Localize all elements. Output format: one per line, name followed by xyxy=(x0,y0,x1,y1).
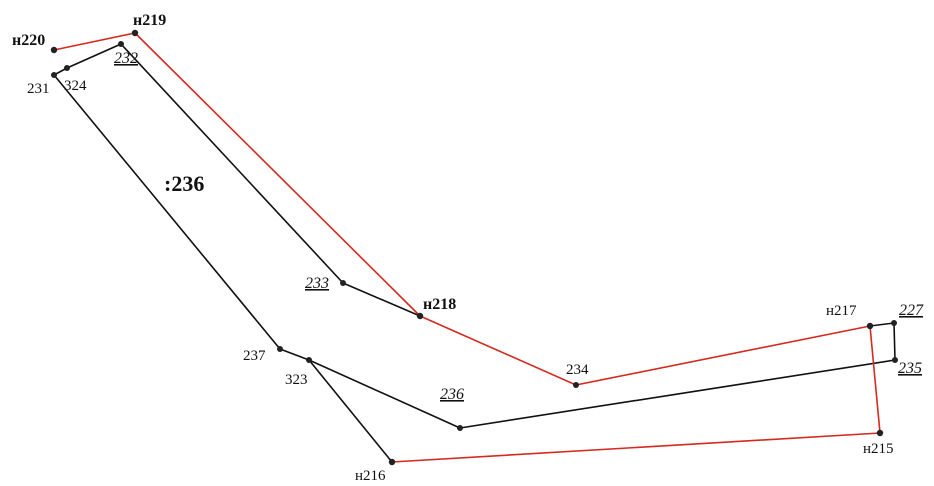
new-boundaries xyxy=(53,32,881,463)
label-324: 324 xyxy=(64,78,87,94)
point-h220 xyxy=(50,46,58,54)
point-234 xyxy=(573,382,579,388)
point-h217 xyxy=(866,322,874,330)
label-h216: н216 xyxy=(355,468,386,484)
label-234: 234 xyxy=(566,362,589,378)
label-h217: н217 xyxy=(826,303,857,319)
boundary-line-217-227-235 xyxy=(869,322,896,361)
label-237: 237 xyxy=(243,348,266,364)
label-235: 235 xyxy=(898,360,922,377)
point-233 xyxy=(340,280,346,286)
new-boundary-line-219-218-234-217-215-216 xyxy=(134,32,881,463)
point-323 xyxy=(306,357,312,363)
label-231: 231 xyxy=(27,81,50,97)
point-231 xyxy=(51,72,57,78)
label-233: 233 xyxy=(305,275,329,292)
point-237 xyxy=(277,346,283,352)
block-number-label: :236 xyxy=(164,171,204,196)
new-boundary-line-220-219 xyxy=(53,32,136,51)
label-h218: н218 xyxy=(423,296,456,313)
boundary-line-233-232-324-231-237-323-216 xyxy=(53,43,393,463)
label-h220: н220 xyxy=(12,32,45,49)
point-236 xyxy=(457,425,463,431)
label-236: 236 xyxy=(440,386,464,403)
label-h219: н219 xyxy=(133,12,166,29)
boundary-line-323-236-235 xyxy=(308,359,896,429)
label-323: 323 xyxy=(285,372,308,388)
point-232 xyxy=(118,41,124,47)
point-324 xyxy=(64,65,70,71)
point-h215 xyxy=(876,429,884,437)
boundary-line-233-218 xyxy=(342,282,421,317)
point-227 xyxy=(891,320,897,326)
label-232: 232 xyxy=(114,50,138,67)
point-h219 xyxy=(131,29,139,37)
point-235 xyxy=(892,357,898,363)
label-h215: н215 xyxy=(863,441,894,457)
label-227: 227 xyxy=(899,302,924,319)
point-h216 xyxy=(388,458,396,466)
point-labels: н220 н219 231 324 232 233 н218 234 237 3… xyxy=(12,12,924,484)
survey-points xyxy=(50,29,898,466)
point-h218 xyxy=(416,312,424,320)
existing-boundaries xyxy=(53,43,896,463)
